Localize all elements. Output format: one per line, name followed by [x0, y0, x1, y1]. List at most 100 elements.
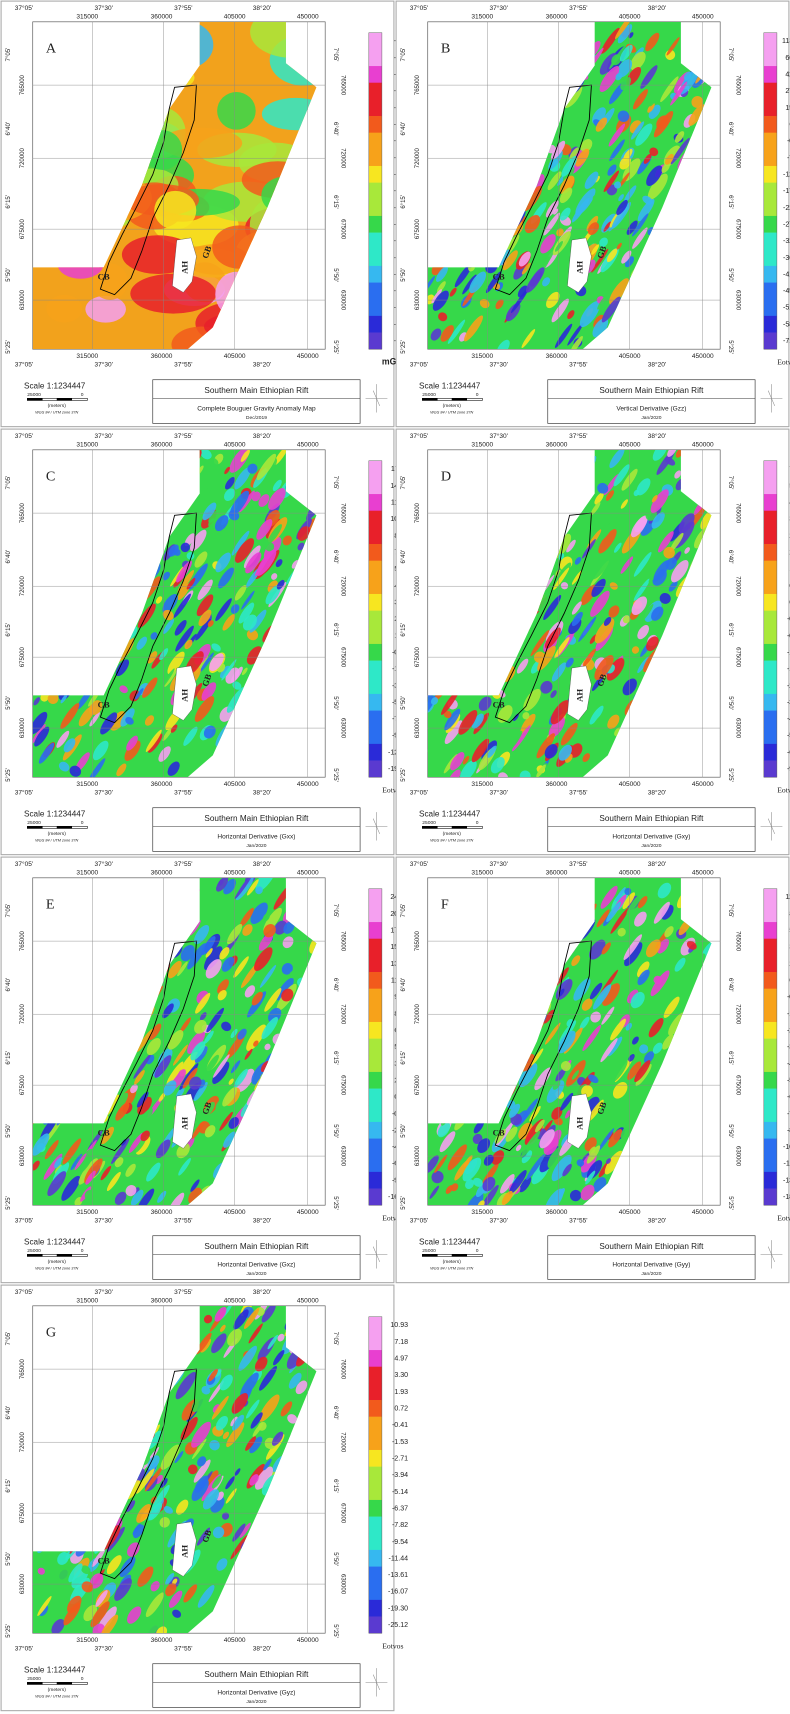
scale-bar-fill — [422, 398, 437, 400]
map-label: AH — [180, 261, 190, 274]
colorbar-swatch — [764, 233, 777, 250]
panel-letter: F — [441, 896, 449, 912]
bottom-easting-label: 450000 — [297, 781, 319, 788]
subtitle: Complete Bouguer Gravity Anomaly Map — [197, 405, 316, 412]
colorbar-unit: Eotvos — [777, 357, 790, 366]
colorbar-swatch — [764, 199, 777, 216]
colorbar-swatch — [369, 133, 382, 150]
colorbar-swatch — [369, 1122, 382, 1139]
bottom-easting-label: 405000 — [224, 781, 246, 788]
date: Jan/2020 — [641, 843, 661, 849]
colorbar-swatch — [369, 183, 382, 200]
map-label: AH — [575, 689, 585, 702]
colorbar-swatch — [369, 744, 382, 761]
colorbar-label: -18.21 — [783, 1193, 790, 1201]
scale-bar-left: 25000 — [27, 820, 41, 826]
top-deg-label: 37°05' — [15, 1288, 33, 1296]
top-easting-label: 360000 — [546, 870, 568, 877]
colorbar-swatch — [369, 316, 382, 333]
scale-bar-fill — [57, 1682, 72, 1684]
top-deg-label: 37°05' — [15, 432, 33, 440]
bottom-deg-label: 37°05' — [15, 789, 33, 797]
bottom-deg-label: 37°30' — [94, 1645, 112, 1653]
right-deg-label: 6°40' — [332, 1406, 338, 1420]
scale-bar-left: 25000 — [27, 1676, 41, 1682]
left-deg-label: 7°05' — [6, 904, 12, 918]
colorbar-label: -16.07 — [388, 1588, 408, 1596]
bottom-easting-label: 450000 — [692, 781, 714, 788]
colorbar-label: 66.26 — [785, 54, 790, 62]
left-deg-label: 5°25' — [401, 340, 407, 354]
right-deg-label: 6°40' — [332, 550, 338, 564]
right-deg-label: 5°50' — [332, 268, 338, 282]
colorbar-swatch — [369, 1517, 382, 1534]
bottom-easting-label: 450000 — [692, 1209, 714, 1216]
top-deg-label: 37°55' — [174, 4, 192, 12]
colorbar-swatch — [369, 594, 382, 611]
colorbar-label: -17.55 — [783, 187, 790, 195]
top-easting-label: 315000 — [471, 870, 493, 877]
top-easting-label: 405000 — [619, 870, 641, 877]
right-deg-label: 6°40' — [727, 550, 733, 564]
colorbar-swatch — [369, 511, 382, 528]
bottom-deg-label: 37°30' — [94, 1217, 112, 1225]
top-easting-label: 450000 — [692, 870, 714, 877]
map-label: CB — [98, 1127, 110, 1137]
colorbar-swatch — [764, 544, 777, 561]
subtitle: Horizontal Derivative (Gxy) — [612, 833, 690, 840]
left-deg-label: 6°40' — [401, 978, 407, 992]
right-deg-label: 6°15' — [332, 195, 338, 209]
colorbar-label: -11.44 — [389, 1554, 409, 1562]
top-easting-label: 405000 — [224, 870, 246, 877]
bottom-easting-label: 360000 — [151, 1209, 173, 1216]
bottom-deg-label: 38°20' — [648, 789, 666, 797]
right-northing-label: 675000 — [340, 1503, 346, 1524]
anomaly-blob — [154, 191, 196, 230]
bottom-deg-label: 37°30' — [94, 789, 112, 797]
bottom-deg-label: 37°05' — [410, 361, 428, 369]
right-northing-label: 765000 — [735, 75, 741, 96]
colorbar-swatch — [369, 761, 382, 778]
top-easting-label: 315000 — [76, 1298, 98, 1305]
scale-bar-fill — [452, 398, 467, 400]
left-northing-label: 765000 — [415, 502, 421, 523]
colorbar-swatch — [369, 1617, 382, 1634]
right-northing-label: 765000 — [340, 503, 346, 524]
scale-bar-right: 0 — [476, 1248, 479, 1254]
top-deg-label: 38°20' — [253, 432, 271, 440]
map-label: CB — [493, 699, 505, 709]
bottom-deg-label: 38°20' — [253, 1217, 271, 1225]
top-deg-label: 37°30' — [94, 1288, 112, 1296]
top-deg-label: 37°55' — [569, 4, 587, 12]
right-northing-label: 630000 — [340, 290, 346, 311]
bottom-deg-label: 37°55' — [569, 789, 587, 797]
colorbar-label: -9.54 — [392, 1538, 408, 1546]
colorbar-swatch — [369, 1072, 382, 1089]
bottom-easting-label: 405000 — [619, 781, 641, 788]
right-northing-label: 675000 — [340, 647, 346, 668]
colorbar-label: -12.80 — [783, 170, 790, 178]
colorbar-swatch — [369, 1467, 382, 1484]
left-northing-label: 720000 — [415, 576, 421, 597]
colorbar-swatch — [764, 83, 777, 100]
left-northing-label: 675000 — [20, 1502, 26, 1523]
colorbar-swatch — [369, 494, 382, 511]
right-northing-label: 630000 — [340, 718, 346, 739]
right-northing-label: 630000 — [340, 1146, 346, 1167]
colorbar-label: 113.61 — [782, 37, 790, 45]
anomaly-blob — [217, 92, 256, 130]
top-easting-label: 360000 — [151, 442, 173, 449]
bottom-deg-label: 37°05' — [410, 1217, 428, 1225]
right-northing-label: 630000 — [735, 290, 741, 311]
colorbar-swatch — [764, 1005, 777, 1022]
left-deg-label: 5°25' — [401, 1196, 407, 1210]
left-deg-label: 5°25' — [6, 768, 12, 782]
colorbar-label: -25.12 — [388, 1621, 408, 1629]
top-deg-label: 37°55' — [569, 432, 587, 440]
colorbar-swatch — [369, 1155, 382, 1172]
colorbar-swatch — [369, 627, 382, 644]
left-deg-label: 6°40' — [401, 122, 407, 136]
colorbar-swatch — [369, 1139, 382, 1156]
scale-bar-fill — [27, 398, 42, 400]
scale-text: Scale 1:1234447 — [419, 381, 481, 390]
